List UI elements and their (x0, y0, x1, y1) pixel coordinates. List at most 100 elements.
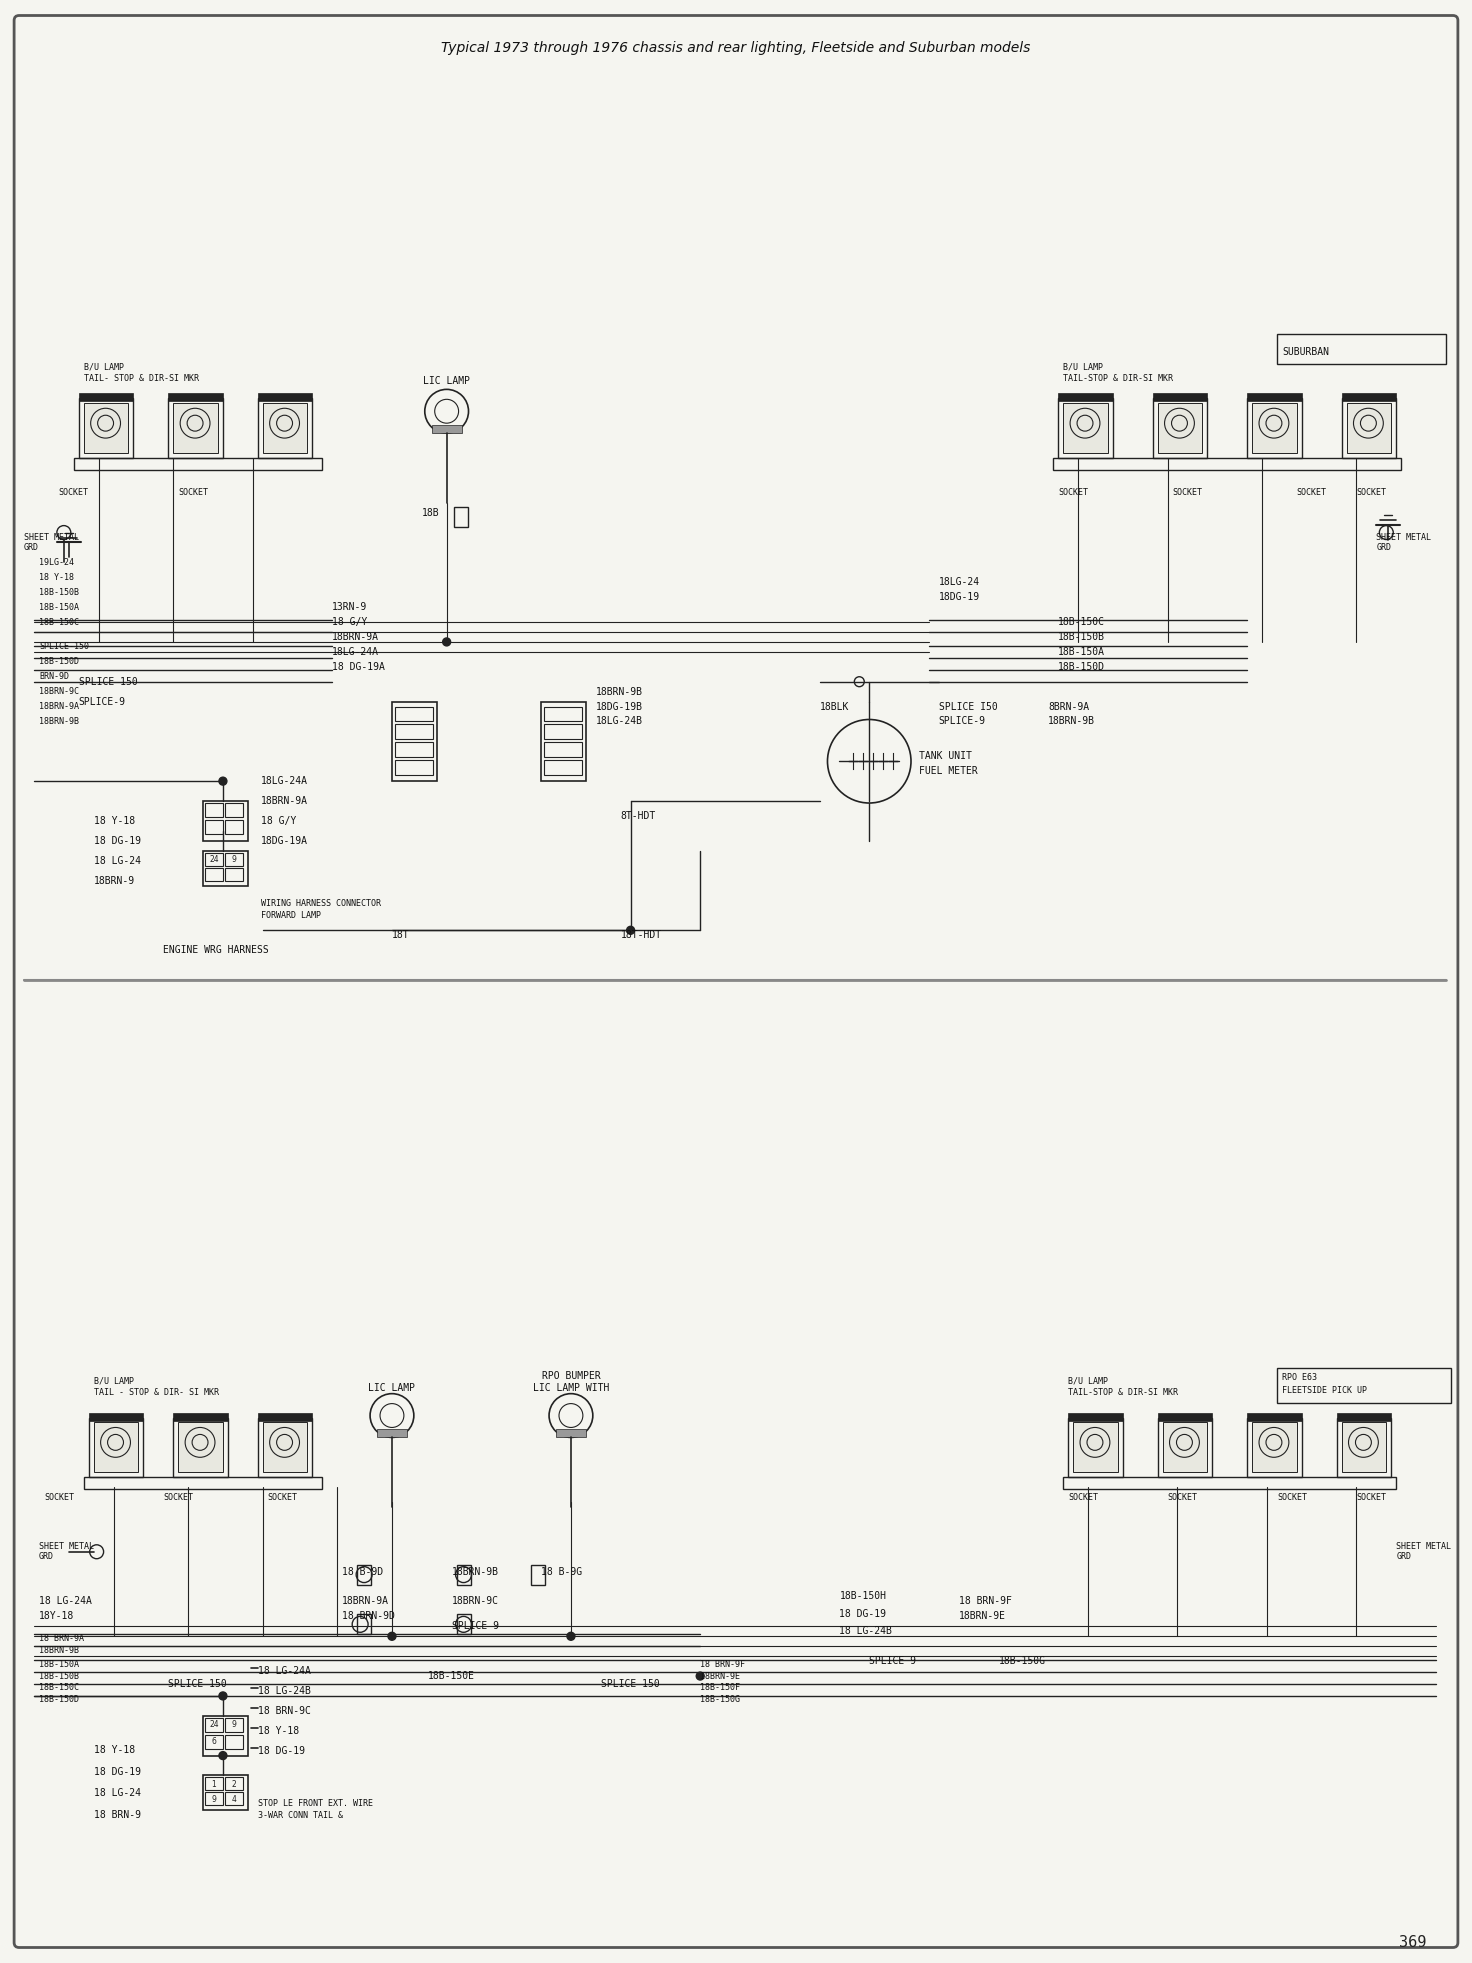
Text: 18BRN-9B: 18BRN-9B (1048, 716, 1095, 726)
Text: SOCKET: SOCKET (178, 489, 208, 497)
Text: 18BRN-9B: 18BRN-9B (38, 1645, 79, 1655)
Text: 18 G/Y: 18 G/Y (261, 817, 296, 826)
Bar (394, 724, 433, 740)
Text: SHEET METAL
GRD: SHEET METAL GRD (1376, 532, 1431, 552)
Bar (456, 1565, 471, 1584)
Bar (84, 1478, 322, 1490)
Text: 18 Y-18: 18 Y-18 (94, 1745, 135, 1755)
Bar (1153, 393, 1207, 400)
Text: 18DG-19A: 18DG-19A (261, 836, 308, 846)
Text: SPLICE 9: SPLICE 9 (452, 1621, 499, 1631)
Text: 18BRN-9B: 18BRN-9B (596, 687, 643, 697)
Bar (258, 1417, 312, 1478)
Bar (1058, 393, 1113, 400)
Text: B/U LAMP: B/U LAMP (84, 361, 124, 371)
Bar (225, 1777, 243, 1790)
Bar (225, 1735, 243, 1749)
Text: 18 LG-24A: 18 LG-24A (38, 1596, 91, 1606)
Text: 18DG-19: 18DG-19 (939, 593, 980, 603)
Text: 8BRN-9A: 8BRN-9A (1048, 701, 1089, 711)
Text: SOCKET: SOCKET (59, 489, 88, 497)
Text: 369: 369 (1398, 1936, 1426, 1949)
Text: 18BLK: 18BLK (820, 701, 849, 711)
Bar (78, 398, 134, 457)
Text: SHEET METAL
GRD: SHEET METAL GRD (1397, 1543, 1451, 1561)
Text: SOCKET: SOCKET (268, 1492, 297, 1502)
Bar (258, 1413, 312, 1421)
Text: 19LG-24: 19LG-24 (38, 557, 74, 567)
Text: 18 Y-18: 18 Y-18 (38, 573, 74, 581)
Text: 18 DG-19A: 18 DG-19A (333, 662, 386, 671)
Text: 18B-150A: 18B-150A (1058, 648, 1105, 658)
Text: 18 BRN-9F: 18 BRN-9F (701, 1659, 745, 1669)
Text: 18B-150E: 18B-150E (428, 1671, 475, 1680)
Text: 18LG-24A: 18LG-24A (261, 775, 308, 785)
Circle shape (567, 1633, 576, 1641)
Bar (1341, 1423, 1387, 1472)
Bar (531, 1565, 545, 1584)
Bar (225, 803, 243, 817)
Text: 18B-150C: 18B-150C (1058, 616, 1105, 626)
Text: SUBURBAN: SUBURBAN (1282, 347, 1329, 357)
Text: 18 DG-19: 18 DG-19 (258, 1745, 305, 1755)
Bar (1253, 1423, 1297, 1472)
Text: TAIL- STOP & DIR-SI MKR: TAIL- STOP & DIR-SI MKR (84, 373, 199, 383)
Bar (84, 402, 128, 453)
Circle shape (443, 638, 450, 646)
Text: 18LG-24: 18LG-24 (939, 577, 980, 587)
Text: 18B-150C: 18B-150C (38, 618, 79, 626)
Text: 4: 4 (231, 1794, 237, 1804)
Bar (1058, 398, 1113, 457)
Bar (542, 701, 586, 781)
Text: 18 Y-18: 18 Y-18 (94, 817, 135, 826)
Text: 18 BRN-9C: 18 BRN-9C (258, 1706, 311, 1716)
Bar (1276, 334, 1446, 363)
Bar (1337, 1417, 1391, 1478)
Circle shape (627, 927, 634, 934)
Text: 9: 9 (212, 1794, 216, 1804)
Text: 18B-150F: 18B-150F (701, 1684, 740, 1692)
Text: 18Y-18: 18Y-18 (38, 1612, 74, 1621)
Bar (1347, 402, 1391, 453)
Text: SPLICE I50: SPLICE I50 (939, 701, 998, 711)
Text: 2: 2 (231, 1780, 236, 1788)
Text: 18 BRN-9F: 18 BRN-9F (958, 1596, 1011, 1606)
Text: SHEET METAL
GRD: SHEET METAL GRD (38, 1543, 94, 1561)
Text: LIC LAMP: LIC LAMP (368, 1382, 415, 1392)
Bar (1069, 1413, 1123, 1421)
Text: 18B-150A: 18B-150A (38, 1659, 79, 1669)
Bar (203, 1775, 247, 1810)
Bar (168, 393, 222, 400)
Bar (1247, 398, 1301, 457)
Text: B/U LAMP: B/U LAMP (1069, 1376, 1108, 1386)
Text: 24: 24 (209, 856, 219, 864)
Bar (258, 398, 312, 457)
Bar (88, 1417, 143, 1478)
Text: 18B-150D: 18B-150D (1058, 662, 1105, 671)
Bar (74, 457, 322, 469)
Circle shape (219, 777, 227, 785)
Text: SPLICE 150: SPLICE 150 (168, 1678, 227, 1688)
Circle shape (219, 1692, 227, 1700)
Bar (394, 707, 433, 722)
Text: SOCKET: SOCKET (44, 1492, 74, 1502)
Text: 18 DG-19: 18 DG-19 (94, 1767, 141, 1777)
Text: 24: 24 (209, 1720, 219, 1729)
Bar (377, 1429, 406, 1437)
Text: SOCKET: SOCKET (1069, 1492, 1098, 1502)
Text: 1: 1 (212, 1780, 216, 1788)
Text: SOCKET: SOCKET (1357, 1492, 1387, 1502)
Text: SOCKET: SOCKET (1167, 1492, 1198, 1502)
Bar (262, 402, 308, 453)
Bar (1157, 1417, 1213, 1478)
Text: 18B-150D: 18B-150D (38, 1696, 79, 1704)
Bar (94, 1423, 138, 1472)
Bar (203, 850, 247, 885)
Text: 18B-150A: 18B-150A (38, 603, 79, 612)
Text: 8T-HDT: 8T-HDT (621, 811, 657, 821)
Text: SPLICE-150: SPLICE-150 (38, 642, 88, 652)
Bar (1052, 457, 1401, 469)
Text: SPLICE 150: SPLICE 150 (78, 677, 137, 687)
Text: RPO BUMPER: RPO BUMPER (542, 1370, 601, 1380)
Bar (205, 803, 222, 817)
